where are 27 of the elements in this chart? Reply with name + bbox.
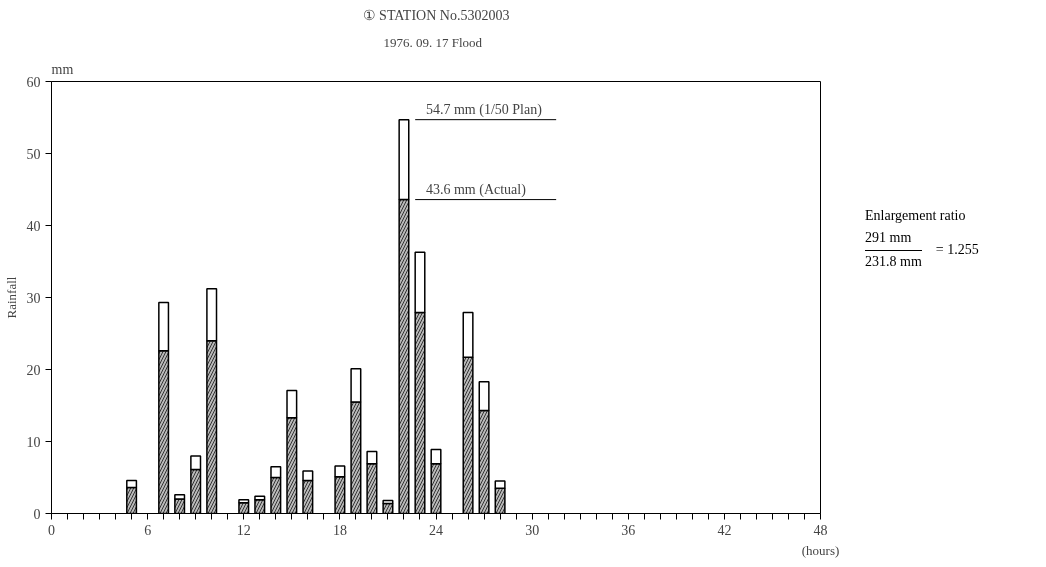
y-tick-label: 0 — [33, 506, 41, 522]
text: Enlargement ratio — [865, 207, 967, 225]
annotation: 54.7 mm (1/50 Plan) — [425, 101, 543, 118]
x-tick-label: 36 — [621, 522, 636, 538]
y-tick-label: 60 — [26, 74, 41, 90]
y-tick-label: 10 — [26, 434, 41, 450]
text: 291 mm — [865, 227, 922, 251]
annotation: 43.6 mm (Actual) — [425, 181, 527, 198]
x-tick-label: 12 — [236, 522, 251, 538]
x-tick-label: 48 — [813, 522, 828, 538]
chart-title: ① STATION No.5302003 — [362, 7, 510, 23]
x-axis-title: (hours) — [801, 542, 840, 558]
x-tick-label: 0 — [48, 522, 55, 538]
x-tick-label: 42 — [717, 522, 732, 538]
y-axis-title: Rainfall — [3, 276, 19, 319]
x-tick-label: 18 — [332, 522, 347, 538]
chart-subtitle: 1976. 09. 17 Flood — [383, 34, 483, 50]
x-tick-label: 24 — [429, 522, 443, 538]
y-tick-label: 30 — [26, 290, 41, 306]
y-tick-label: 20 — [26, 362, 41, 378]
y-tick-label: 40 — [26, 218, 41, 234]
x-tick-label: 30 — [525, 522, 540, 538]
text: mm — [51, 61, 74, 77]
text: 231.8 mm — [865, 252, 922, 271]
x-tick-label: 6 — [144, 522, 152, 538]
y-tick-label: 50 — [26, 146, 41, 162]
text: = 1.255 — [935, 241, 979, 260]
